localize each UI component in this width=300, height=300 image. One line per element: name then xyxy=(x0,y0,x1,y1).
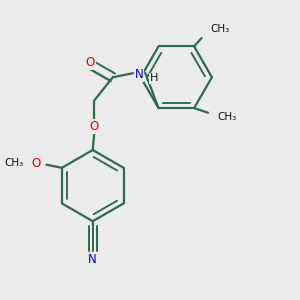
Text: O: O xyxy=(90,120,99,133)
Text: CH₃: CH₃ xyxy=(4,158,23,168)
Text: CH₃: CH₃ xyxy=(217,112,237,122)
Text: N: N xyxy=(135,68,143,81)
Text: O: O xyxy=(31,157,40,170)
Text: O: O xyxy=(85,56,94,69)
Text: N: N xyxy=(88,253,97,266)
Text: H: H xyxy=(149,74,158,83)
Text: CH₃: CH₃ xyxy=(210,24,230,34)
